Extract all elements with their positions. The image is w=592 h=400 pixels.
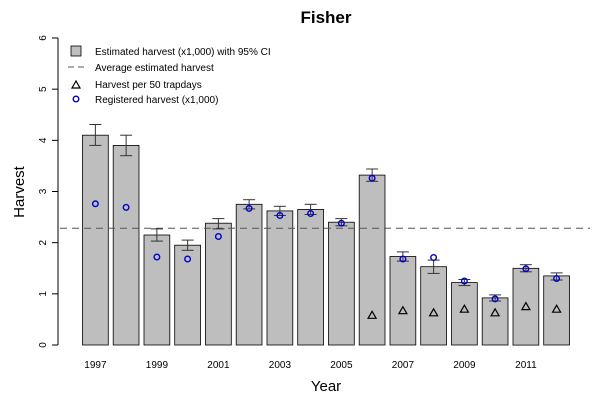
trapday-point-2008: [428, 307, 439, 317]
bars-layer: [82, 134, 570, 346]
bar-2006: [358, 174, 386, 346]
y-tick-label-0: 0: [38, 342, 49, 348]
x-tick-label-2003: 2003: [269, 360, 292, 371]
bar-1997: [82, 134, 109, 346]
x-tick-label-2007: 2007: [392, 360, 415, 371]
x-tick-label-2011: 2011: [515, 360, 537, 371]
registered-point-2006: [368, 174, 376, 182]
y-tick-label-2: 2: [38, 239, 49, 245]
x-tick-label-2005: 2005: [330, 360, 353, 371]
bar-2010: [481, 297, 509, 346]
registered-point-2011: [522, 265, 530, 273]
bar-2000: [174, 244, 201, 346]
bar-2001: [205, 222, 232, 346]
bar-2007: [389, 256, 417, 346]
y-tick-label-4: 4: [38, 137, 49, 143]
registered-point-1998: [122, 203, 130, 211]
y-tick-label-1: 1: [38, 291, 49, 297]
x-tick-label-1997: 1997: [84, 360, 107, 371]
chart-title: Fisher: [300, 8, 351, 27]
error-bars-layer: [89, 124, 563, 302]
bar-2011: [512, 267, 540, 346]
registered-point-2007: [399, 255, 407, 263]
bar-1998: [112, 144, 140, 346]
legend-label-trapdays: Harvest per 50 trapdays: [95, 80, 202, 91]
legend-label-registered: Registered harvest (x1,000): [95, 95, 218, 106]
trapday-point-2010: [490, 307, 501, 317]
legend-label-estimated: Estimated harvest (x1,000) with 95% CI: [95, 47, 271, 58]
trapday-point-2012: [551, 303, 562, 313]
x-tick-label-2009: 2009: [453, 360, 476, 371]
bar-2009: [451, 282, 478, 346]
registered-point-2001: [214, 232, 222, 240]
trapday-point-2007: [397, 305, 408, 315]
y-axis-label: Harvest: [11, 165, 28, 218]
legend-label-average: Average estimated harvest: [95, 63, 214, 74]
markers-layer: [91, 174, 562, 319]
legend: Estimated harvest (x1,000) with 95% CI A…: [68, 45, 271, 106]
registered-point-2004: [307, 209, 315, 217]
trapday-point-2009: [459, 303, 470, 313]
trapday-point-2011: [520, 301, 531, 311]
registered-point-2012: [553, 275, 561, 283]
x-tick-label-1999: 1999: [146, 360, 169, 371]
bar-2005: [328, 221, 355, 346]
legend-swatch-estimated: [70, 45, 82, 57]
bar-1999: [143, 234, 171, 346]
y-tick-label-3: 3: [38, 188, 49, 194]
y-tick-label-5: 5: [38, 86, 49, 92]
registered-point-2002: [245, 204, 253, 212]
registered-point-2009: [460, 277, 468, 285]
registered-point-1997: [91, 200, 99, 208]
registered-point-2010: [491, 295, 499, 303]
bar-2004: [297, 208, 324, 346]
trapday-point-2006: [367, 310, 378, 319]
registered-point-2000: [184, 255, 192, 263]
y-axis: 0 1 2 3 4 5 6: [38, 35, 59, 348]
x-axis: 1997 1999 2001 2003 2005 2007 2009 2011: [84, 360, 537, 371]
registered-point-2003: [276, 211, 284, 219]
registered-point-1999: [153, 253, 161, 261]
bar-2002: [235, 203, 263, 346]
registered-point-2008: [430, 253, 438, 261]
registered-point-2005: [337, 219, 345, 227]
legend-triangle-icon: [70, 79, 82, 89]
x-tick-label-2001: 2001: [207, 360, 230, 371]
bar-2012: [543, 275, 570, 346]
bar-2008: [420, 266, 447, 346]
x-axis-label: Year: [311, 378, 341, 395]
y-tick-label-6: 6: [38, 35, 49, 41]
legend-circle-icon: [72, 95, 80, 103]
bar-2003: [266, 210, 294, 346]
